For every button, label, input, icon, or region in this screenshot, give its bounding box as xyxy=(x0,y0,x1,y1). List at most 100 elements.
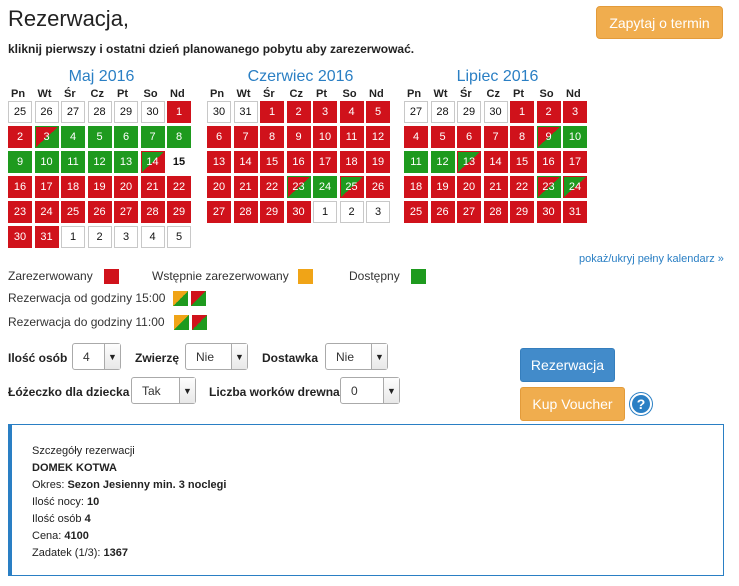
help-icon[interactable]: ? xyxy=(630,393,652,415)
calendar-day[interactable]: 3 xyxy=(114,226,138,248)
calendar-day[interactable]: 3 xyxy=(313,101,337,123)
reserve-button[interactable]: Rezerwacja xyxy=(520,348,615,382)
calendar-day[interactable]: 27 xyxy=(114,201,138,223)
calendar-day[interactable]: 31 xyxy=(563,201,587,223)
calendar-day[interactable]: 6 xyxy=(457,126,481,148)
calendar-day[interactable]: 26 xyxy=(34,101,59,123)
calendar-day[interactable]: 29 xyxy=(167,201,191,223)
calendar-day[interactable]: 23 xyxy=(536,176,561,198)
calendar-day[interactable]: 21 xyxy=(233,176,258,198)
calendar-day[interactable]: 6 xyxy=(114,126,138,148)
calendar-day[interactable]: 17 xyxy=(34,176,59,198)
buy-voucher-button[interactable]: Kup Voucher xyxy=(520,387,625,421)
calendar-day[interactable]: 16 xyxy=(8,176,32,198)
calendar-day[interactable]: 7 xyxy=(140,126,165,148)
calendar-day[interactable]: 7 xyxy=(483,126,508,148)
calendar-day[interactable]: 13 xyxy=(207,151,231,173)
calendar-day[interactable]: 20 xyxy=(114,176,138,198)
calendar-day[interactable]: 4 xyxy=(404,126,428,148)
calendar-day[interactable]: 26 xyxy=(366,176,390,198)
calendar-day[interactable]: 30 xyxy=(286,201,311,223)
calendar-day[interactable]: 23 xyxy=(286,176,311,198)
calendar-day[interactable]: 17 xyxy=(313,151,337,173)
calendar-day[interactable]: 1 xyxy=(260,101,284,123)
calendar-day[interactable]: 9 xyxy=(8,151,32,173)
calendar-day[interactable]: 10 xyxy=(563,126,587,148)
calendar-day[interactable]: 25 xyxy=(8,101,32,123)
calendar-day[interactable]: 19 xyxy=(430,176,455,198)
calendar-day[interactable]: 3 xyxy=(563,101,587,123)
calendar-day[interactable]: 1 xyxy=(313,201,337,223)
calendar-day[interactable]: 29 xyxy=(114,101,138,123)
calendar-day[interactable]: 2 xyxy=(8,126,32,148)
calendar-day[interactable]: 5 xyxy=(430,126,455,148)
toggle-full-calendar-link[interactable]: pokaż/ukryj pełny kalendarz » xyxy=(579,253,724,265)
calendar-day[interactable]: 18 xyxy=(339,151,364,173)
calendar-day[interactable]: 4 xyxy=(61,126,85,148)
pet-select[interactable]: Nie ▼ xyxy=(185,343,248,370)
calendar-day[interactable]: 24 xyxy=(563,176,587,198)
calendar-day[interactable]: 25 xyxy=(61,201,85,223)
calendar-day[interactable]: 28 xyxy=(87,101,112,123)
calendar-day[interactable]: 3 xyxy=(366,201,390,223)
calendar-day[interactable]: 10 xyxy=(313,126,337,148)
ask-about-date-button[interactable]: Zapytaj o termin xyxy=(596,6,723,39)
calendar-day[interactable]: 6 xyxy=(207,126,231,148)
calendar-day[interactable]: 17 xyxy=(563,151,587,173)
calendar-day[interactable]: 2 xyxy=(536,101,561,123)
calendar-day[interactable]: 30 xyxy=(8,226,32,248)
calendar-day[interactable]: 12 xyxy=(430,151,455,173)
calendar-day[interactable]: 27 xyxy=(207,201,231,223)
calendar-day[interactable]: 20 xyxy=(457,176,481,198)
calendar-day[interactable]: 12 xyxy=(87,151,112,173)
calendar-day[interactable]: 26 xyxy=(87,201,112,223)
wood-select[interactable]: 0 ▼ xyxy=(340,377,400,404)
calendar-day[interactable]: 15 xyxy=(510,151,534,173)
calendar-day[interactable]: 28 xyxy=(140,201,165,223)
calendar-day[interactable]: 30 xyxy=(140,101,165,123)
calendar-day[interactable]: 22 xyxy=(260,176,284,198)
calendar-day[interactable]: 20 xyxy=(207,176,231,198)
calendar-day[interactable]: 30 xyxy=(207,101,231,123)
calendar-day[interactable]: 16 xyxy=(536,151,561,173)
calendar-day[interactable]: 26 xyxy=(430,201,455,223)
calendar-day[interactable]: 30 xyxy=(483,101,508,123)
calendar-day[interactable]: 19 xyxy=(366,151,390,173)
calendar-day[interactable]: 22 xyxy=(167,176,191,198)
calendar-day[interactable]: 27 xyxy=(457,201,481,223)
calendar-day[interactable]: 2 xyxy=(339,201,364,223)
calendar-day[interactable]: 13 xyxy=(114,151,138,173)
calendar-day[interactable]: 8 xyxy=(510,126,534,148)
calendar-day[interactable]: 14 xyxy=(140,151,165,173)
calendar-day[interactable]: 19 xyxy=(87,176,112,198)
calendar-day[interactable]: 9 xyxy=(536,126,561,148)
calendar-day[interactable]: 12 xyxy=(366,126,390,148)
calendar-day[interactable]: 24 xyxy=(34,201,59,223)
calendar-day[interactable]: 11 xyxy=(404,151,428,173)
calendar-day[interactable]: 8 xyxy=(167,126,191,148)
calendar-day[interactable]: 29 xyxy=(260,201,284,223)
calendar-day[interactable]: 15 xyxy=(167,151,191,173)
calendar-day[interactable]: 16 xyxy=(286,151,311,173)
calendar-day[interactable]: 5 xyxy=(366,101,390,123)
calendar-day[interactable]: 1 xyxy=(167,101,191,123)
calendar-day[interactable]: 9 xyxy=(286,126,311,148)
calendar-day[interactable]: 1 xyxy=(61,226,85,248)
calendar-day[interactable]: 31 xyxy=(34,226,59,248)
calendar-day[interactable]: 18 xyxy=(404,176,428,198)
calendar-day[interactable]: 2 xyxy=(87,226,112,248)
calendar-day[interactable]: 29 xyxy=(457,101,481,123)
calendar-day[interactable]: 27 xyxy=(404,101,428,123)
calendar-day[interactable]: 5 xyxy=(167,226,191,248)
calendar-day[interactable]: 4 xyxy=(339,101,364,123)
calendar-day[interactable]: 15 xyxy=(260,151,284,173)
calendar-day[interactable]: 29 xyxy=(510,201,534,223)
calendar-day[interactable]: 21 xyxy=(483,176,508,198)
calendar-day[interactable]: 3 xyxy=(34,126,59,148)
calendar-day[interactable]: 10 xyxy=(34,151,59,173)
calendar-day[interactable]: 18 xyxy=(61,176,85,198)
calendar-day[interactable]: 30 xyxy=(536,201,561,223)
calendar-day[interactable]: 4 xyxy=(140,226,165,248)
crib-select[interactable]: Tak ▼ xyxy=(131,377,196,404)
calendar-day[interactable]: 31 xyxy=(233,101,258,123)
